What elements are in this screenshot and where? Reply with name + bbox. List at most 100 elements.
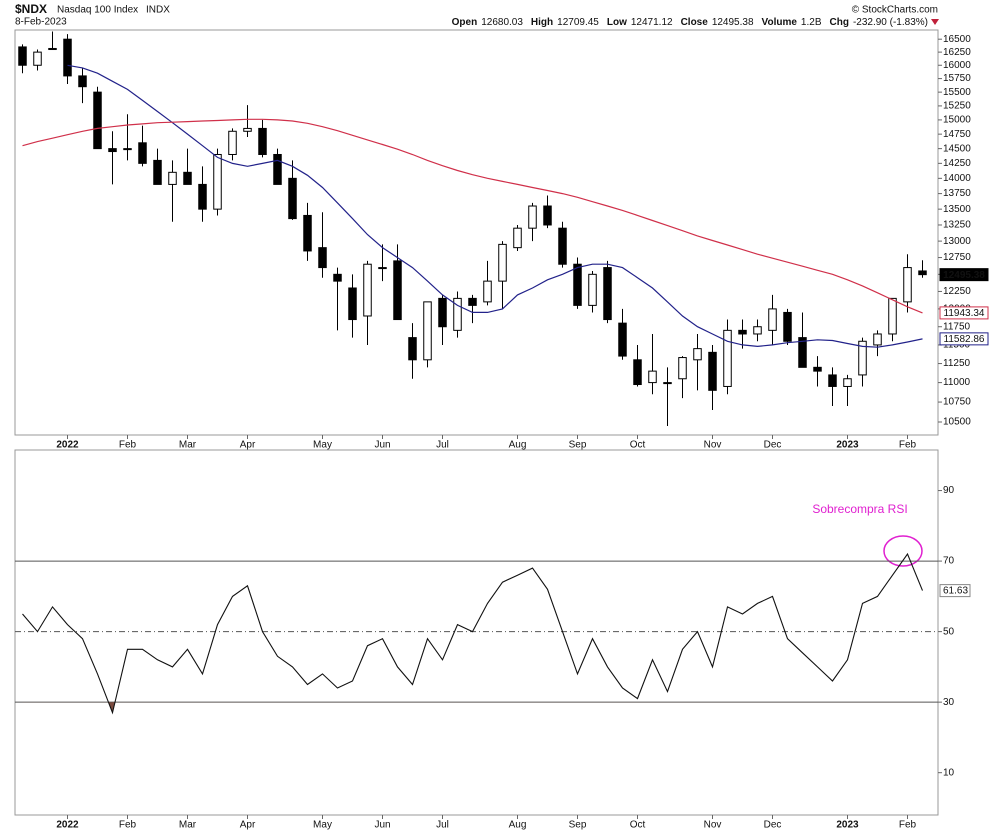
candle-body <box>423 301 432 361</box>
annotation: Sobrecompra RSI <box>812 502 907 516</box>
candle-body <box>168 171 177 185</box>
candle-body <box>843 378 852 387</box>
y-tick-label: 16500 <box>943 34 971 45</box>
candle-body <box>528 205 537 229</box>
date: 8-Feb-2023 <box>15 17 67 28</box>
candle-body <box>93 91 102 150</box>
y-tick-label: 15500 <box>943 87 971 98</box>
exchange: INDX <box>146 5 170 16</box>
candle-body <box>588 273 597 306</box>
price-panel <box>14 29 939 436</box>
candle-body <box>213 153 222 210</box>
quote-value: 1.2B <box>801 17 822 28</box>
candle-body <box>228 130 237 155</box>
candle-body <box>318 247 327 269</box>
y-tick-label: 11250 <box>943 358 971 369</box>
candle-body <box>768 308 777 331</box>
down-arrow <box>931 19 939 25</box>
x-tick-label: Nov <box>704 820 722 831</box>
candle-body <box>873 333 882 346</box>
candle-body <box>828 374 837 387</box>
y-tick-label: 11750 <box>943 321 971 332</box>
y-tick-label: 10500 <box>943 417 971 428</box>
candle-body <box>513 227 522 249</box>
candle-body <box>303 214 312 252</box>
y-tick-label: 30 <box>943 697 955 708</box>
quote-label: Chg <box>830 17 849 28</box>
last-value-label: 12495.38 <box>943 270 985 281</box>
index-name: Nasdaq 100 Index <box>57 5 138 16</box>
y-tick-label: 16000 <box>943 60 971 71</box>
x-tick-label: 2022 <box>56 440 79 451</box>
candle-body <box>378 267 387 270</box>
y-tick-label: 15250 <box>943 101 971 112</box>
candle-body <box>438 297 447 328</box>
candle-body <box>693 348 702 361</box>
candle-body <box>63 38 72 77</box>
x-tick-label: Sep <box>569 440 587 451</box>
candle-body <box>363 263 372 317</box>
oversold-fill <box>22 702 923 713</box>
last-value-label: 11943.34 <box>944 308 985 319</box>
candle-body <box>708 351 717 391</box>
moving-average <box>22 118 923 314</box>
x-tick-label: Dec <box>764 820 782 831</box>
candle-body <box>783 311 792 342</box>
x-tick-label: Nov <box>704 440 722 451</box>
quote-label: Low <box>607 17 627 28</box>
quote-label: Volume <box>762 17 798 28</box>
y-tick-label: 13500 <box>943 204 971 215</box>
candle-body <box>333 273 342 282</box>
candle-body <box>123 148 132 151</box>
candle-body <box>183 171 192 185</box>
y-tick-label: 13250 <box>943 220 971 231</box>
candle-body <box>798 337 807 368</box>
last-value-label: 11582.86 <box>944 334 985 345</box>
x-tick-label: Jun <box>374 820 390 831</box>
candle-body <box>198 183 207 210</box>
last-value-box <box>939 306 989 320</box>
x-tick-label: Jul <box>436 440 449 451</box>
moving-average <box>67 64 923 348</box>
candle-body <box>153 159 162 185</box>
candle-body <box>648 370 657 384</box>
candle-body <box>918 270 927 276</box>
quote-value: 12471.12 <box>631 17 673 28</box>
y-tick-label: 14000 <box>943 173 971 184</box>
y-tick-label: 70 <box>943 556 955 567</box>
credit: © StockCharts.com <box>852 5 938 16</box>
quote-label: Close <box>681 17 709 28</box>
candle-body <box>723 329 732 387</box>
x-tick-label: Feb <box>119 440 137 451</box>
x-tick-label: Oct <box>630 820 646 831</box>
candle-body <box>393 260 402 321</box>
y-tick-label: 15000 <box>943 115 971 126</box>
y-tick-label: 10 <box>943 767 955 778</box>
candle-body <box>258 127 267 155</box>
candle-body <box>543 205 552 226</box>
x-tick-label: Feb <box>899 440 917 451</box>
x-tick-label: Feb <box>899 820 917 831</box>
quote-value: 12680.03 <box>481 17 523 28</box>
candle-body <box>288 177 297 220</box>
x-tick-label: Aug <box>509 820 527 831</box>
y-tick-label: 16250 <box>943 47 971 58</box>
y-tick-label: 14750 <box>943 129 971 140</box>
highlight-circle <box>883 535 923 567</box>
x-tick-label: Feb <box>119 820 137 831</box>
y-tick-label: 12750 <box>943 252 971 263</box>
x-tick-label: Apr <box>240 440 256 451</box>
candle-body <box>888 297 897 335</box>
candle-body <box>813 366 822 372</box>
candle-body <box>858 340 867 376</box>
y-tick-label: 12250 <box>943 286 971 297</box>
last-value-label: 61.63 <box>943 586 968 597</box>
quote-label: Open <box>452 17 478 28</box>
y-tick-label: 50 <box>943 626 955 637</box>
y-tick-label: 15750 <box>943 73 971 84</box>
candle-body <box>603 267 612 321</box>
candle-body <box>753 326 762 335</box>
x-tick-label: 2022 <box>56 820 79 831</box>
x-tick-label: Mar <box>179 820 197 831</box>
x-tick-label: Mar <box>179 440 197 451</box>
